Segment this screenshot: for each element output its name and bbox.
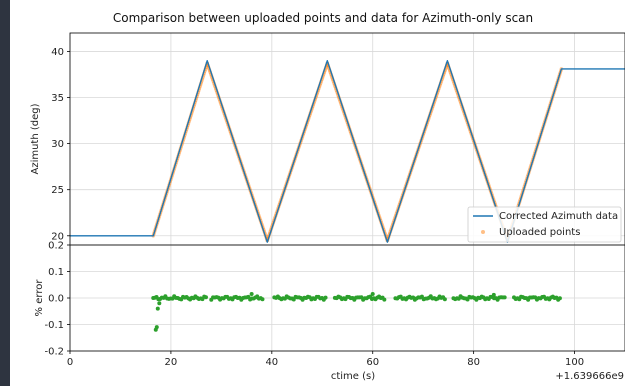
legend-box	[467, 206, 622, 243]
error-point	[260, 297, 265, 302]
legend-marker-swatch	[481, 230, 485, 234]
chart-figure: Comparison between uploaded points and d…	[30, 11, 625, 382]
figure-frame: Comparison between uploaded points and d…	[10, 0, 625, 386]
error-point	[382, 297, 387, 302]
error-point	[154, 325, 159, 330]
legend: Corrected Azimuth data Uploaded points	[467, 206, 622, 243]
x-tick-label: 80	[467, 357, 480, 368]
error-point	[157, 301, 162, 306]
error-point	[155, 306, 160, 311]
error-point	[370, 292, 375, 297]
top-y-tick-label: 20	[51, 231, 64, 242]
x-tick-label: 40	[265, 357, 278, 368]
top-panel-y-ticks: 20 25 30 35 40	[51, 47, 70, 242]
x-tick-label: 0	[67, 357, 73, 368]
bottom-y-axis-label: % error	[34, 279, 45, 317]
top-y-axis-label: Azimuth (deg)	[30, 103, 41, 174]
error-point	[203, 295, 208, 300]
chart-title: Comparison between uploaded points and d…	[113, 11, 533, 25]
bottom-panel-x-ticks: 0 20 40 60 80 100	[67, 351, 584, 368]
top-y-tick-label: 40	[51, 47, 64, 58]
error-point	[502, 295, 507, 300]
bottom-panel-y-ticks: -0.2 -0.1 0.0 0.1 0.2	[44, 241, 70, 358]
legend-label-corrected-azimuth: Corrected Azimuth data	[499, 211, 618, 222]
bottom-y-tick-label: -0.2	[44, 347, 64, 358]
bottom-panel-series	[151, 292, 562, 332]
error-point	[491, 292, 496, 297]
legend-label-uploaded-points: Uploaded points	[499, 227, 580, 238]
x-axis-offset-label: +1.639666e9	[555, 371, 624, 382]
corrected-azimuth-line	[70, 60, 625, 243]
bottom-y-tick-label: 0.1	[48, 267, 64, 278]
bottom-y-tick-label: -0.1	[44, 320, 64, 331]
error-point	[323, 295, 328, 300]
top-y-tick-label: 25	[51, 185, 64, 196]
bottom-y-tick-label: 0.2	[48, 241, 64, 252]
x-tick-label: 20	[165, 357, 178, 368]
top-y-tick-label: 35	[51, 93, 64, 104]
top-panel-series	[70, 60, 625, 243]
x-tick-label: 100	[565, 357, 584, 368]
x-tick-label: 60	[366, 357, 379, 368]
error-point	[151, 296, 156, 300]
error-point	[249, 292, 254, 297]
bottom-y-tick-label: 0.0	[48, 294, 64, 305]
top-y-tick-label: 30	[51, 139, 64, 150]
error-point	[442, 297, 447, 302]
x-axis-label: ctime (s)	[331, 371, 375, 382]
error-point	[557, 296, 562, 301]
